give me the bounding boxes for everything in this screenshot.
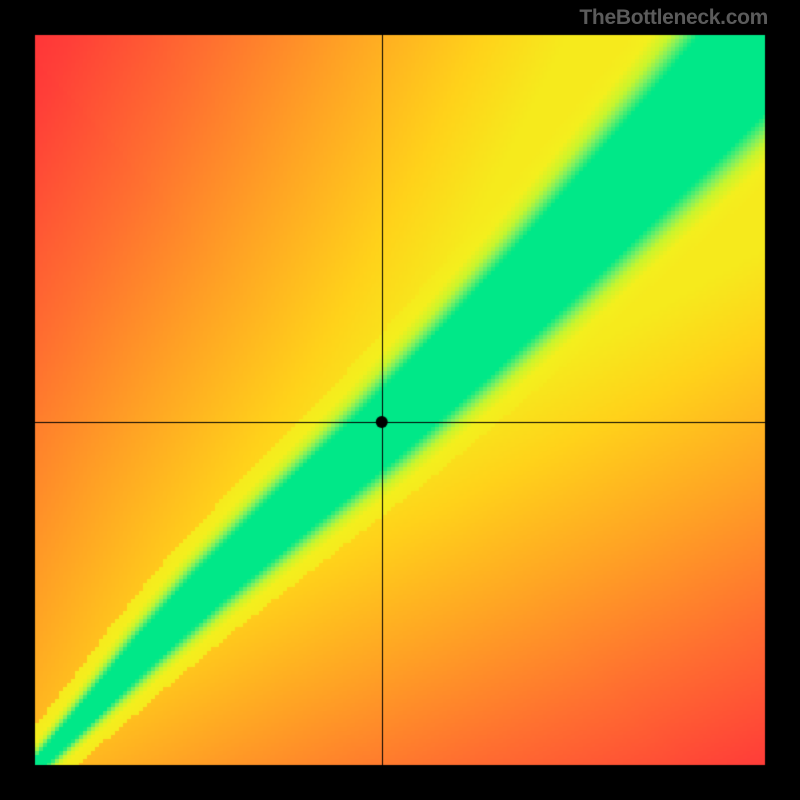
attribution-text: TheBottleneck.com [579,6,768,30]
bottleneck-heatmap [0,0,800,800]
